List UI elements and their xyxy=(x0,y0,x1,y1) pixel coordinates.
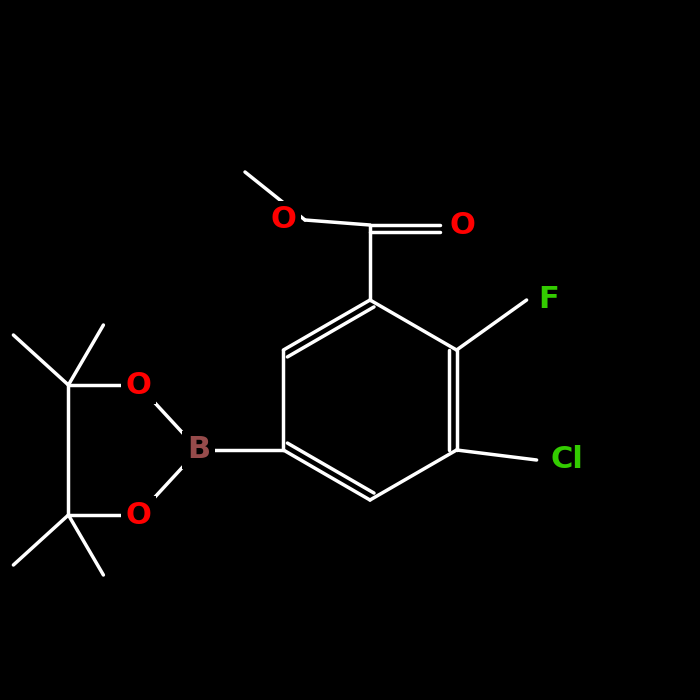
Text: O: O xyxy=(125,500,151,529)
Text: B: B xyxy=(187,435,210,465)
Text: O: O xyxy=(125,370,151,400)
Text: O: O xyxy=(449,211,475,239)
Text: F: F xyxy=(538,286,559,314)
Text: O: O xyxy=(270,206,296,234)
Text: Cl: Cl xyxy=(550,445,583,475)
